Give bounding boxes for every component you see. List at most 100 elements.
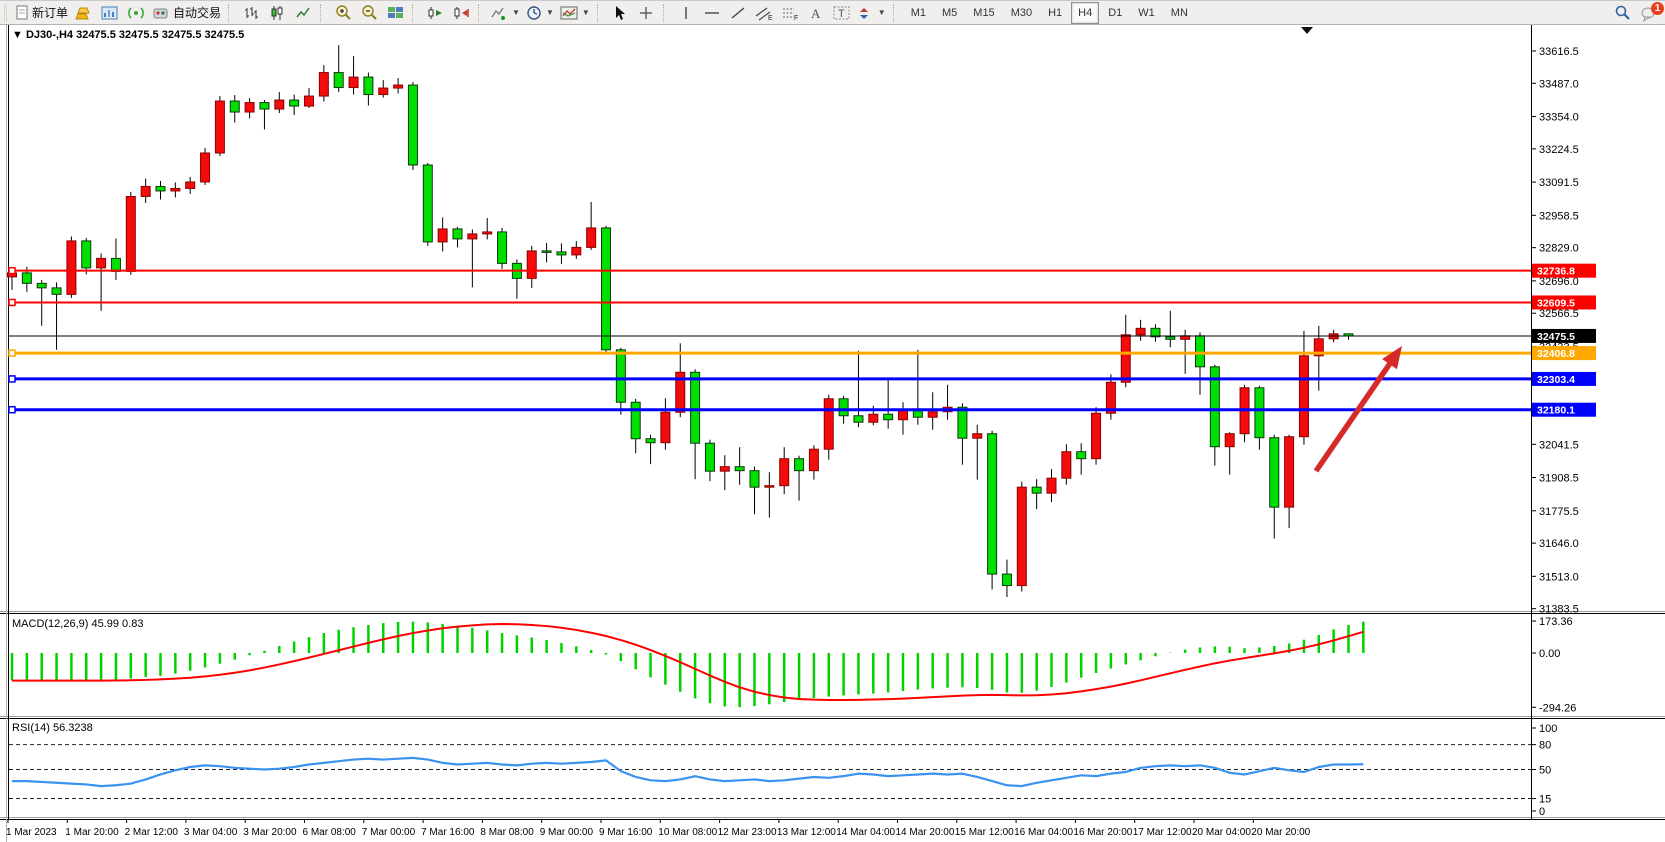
toolbar-grip[interactable] xyxy=(4,3,11,22)
zoom-in-button[interactable] xyxy=(330,2,356,24)
price-tick-label: 32829.0 xyxy=(1539,243,1579,255)
candlestick xyxy=(704,442,715,472)
market-window-icon xyxy=(101,5,119,21)
candlestick xyxy=(1150,327,1161,338)
price-line-label: 32406.8 xyxy=(1537,348,1575,360)
vertical-line-button[interactable] xyxy=(673,2,699,24)
crosshair-button[interactable] xyxy=(633,2,659,24)
trend-arrow-head[interactable] xyxy=(1382,346,1402,370)
chart-shift-marker-icon[interactable] xyxy=(1301,27,1313,34)
document-icon xyxy=(16,5,29,20)
toolbar-separator xyxy=(596,3,604,22)
price-line-label-box xyxy=(1532,402,1596,417)
timeframe-mn[interactable]: MN xyxy=(1170,6,1188,19)
trendline-button[interactable] xyxy=(725,2,751,24)
horizontal-line-button[interactable] xyxy=(699,2,725,24)
macd-pane-label: MACD(12,26,9) 45.99 0.83 xyxy=(12,618,143,630)
robot-icon xyxy=(152,5,170,21)
fibonacci-icon: F xyxy=(781,5,799,21)
candlestick xyxy=(675,371,686,413)
search-button[interactable] xyxy=(1609,2,1635,24)
timeframe-m15[interactable]: M15 xyxy=(973,6,995,19)
price-line-label-box xyxy=(1532,346,1596,361)
text-label-icon: T xyxy=(833,5,851,21)
candlestick xyxy=(304,95,314,107)
candlestick-chart-button[interactable] xyxy=(264,2,290,24)
cursor-button[interactable] xyxy=(607,2,633,24)
auto-scroll-button[interactable] xyxy=(422,2,448,24)
candlestick xyxy=(1298,355,1309,438)
line-anchor-marker[interactable] xyxy=(8,405,16,414)
chart-shift-button[interactable] xyxy=(448,2,474,24)
svg-text:E: E xyxy=(768,15,773,21)
chart-window: 33616.5 33487.0 33354.0 33224.5 33091.5 32958… xyxy=(0,25,1665,842)
candlestick xyxy=(660,411,671,444)
time-axis-label: 12 Mar 23:00 xyxy=(718,827,777,838)
macd-tick-label: 0.00 xyxy=(1539,648,1560,660)
candlestick xyxy=(719,466,730,472)
price-line-label-box xyxy=(1532,263,1596,278)
candlestick xyxy=(690,371,701,444)
signal-button[interactable] xyxy=(123,2,149,24)
text-label-button[interactable]: T xyxy=(829,2,855,24)
line-anchor-marker[interactable] xyxy=(8,298,16,307)
indicators-button[interactable]: ▼ xyxy=(488,2,523,24)
svg-text:F: F xyxy=(794,15,798,21)
auto-scroll-icon xyxy=(427,5,444,21)
candlestick xyxy=(51,287,62,295)
rsi-tick-label: 100 xyxy=(1539,723,1557,735)
timeframe-h4[interactable]: H4 xyxy=(1071,1,1100,24)
template-button[interactable]: ▼ xyxy=(557,2,593,24)
candlestick xyxy=(808,448,819,472)
market-window-button[interactable] xyxy=(97,2,123,24)
price-tick-label: 33354.0 xyxy=(1539,112,1579,124)
timeframe-d1[interactable]: D1 xyxy=(1108,6,1123,19)
time-axis-label: 14 Mar 04:00 xyxy=(836,827,895,838)
search-icon xyxy=(1614,4,1631,21)
candlestick xyxy=(1313,338,1324,357)
candlestick xyxy=(393,84,404,89)
timeframe-m1[interactable]: M1 xyxy=(910,6,926,19)
candlestick xyxy=(1046,477,1057,494)
candlestick xyxy=(1031,486,1042,494)
timeframe-m30[interactable]: M30 xyxy=(1010,6,1033,19)
candlestick xyxy=(437,228,448,243)
line-anchor-marker[interactable] xyxy=(8,375,16,383)
price-tick-label: 31383.5 xyxy=(1539,604,1579,616)
candlestick xyxy=(1120,334,1131,383)
line-chart-button[interactable] xyxy=(290,2,316,24)
auto-trading-button[interactable]: 自动交易 xyxy=(149,2,224,24)
equidistant-channel-button[interactable]: E xyxy=(751,2,777,24)
bar-chart-button[interactable] xyxy=(238,2,264,24)
rsi-line xyxy=(12,756,1364,788)
candlestick xyxy=(1135,327,1146,336)
timeframe-m5[interactable]: M5 xyxy=(942,6,958,19)
time-axis-label: 6 Mar 08:00 xyxy=(303,827,357,838)
notifications-button[interactable]: 1 xyxy=(1635,1,1664,24)
candlestick-chart-icon xyxy=(269,5,285,21)
trend-arrow[interactable] xyxy=(1313,359,1395,473)
timeframe-h1[interactable]: H1 xyxy=(1048,6,1063,19)
periods-button[interactable]: ▼ xyxy=(523,2,557,24)
line-anchor-marker[interactable] xyxy=(8,266,16,275)
price-line-label-box xyxy=(1532,295,1596,310)
time-axis-label: 20 Mar 20:00 xyxy=(1251,827,1310,838)
candlestick xyxy=(972,433,983,439)
timeframe-w1[interactable]: W1 xyxy=(1138,6,1155,19)
candlestick xyxy=(318,72,329,97)
price-tick-label: 32566.5 xyxy=(1539,308,1579,320)
gold-bars-button[interactable] xyxy=(71,2,97,24)
chevron-down-icon: ▼ xyxy=(877,8,886,17)
chart-canvas[interactable]: 33616.5 33487.0 33354.0 33224.5 33091.5 32958… xyxy=(0,25,1665,842)
candlestick xyxy=(764,485,775,488)
zoom-out-button[interactable] xyxy=(356,2,382,24)
horizontal-line-icon xyxy=(703,5,721,21)
new-order-button[interactable]: 新订单 xyxy=(13,2,71,24)
tile-windows-button[interactable] xyxy=(382,2,408,24)
candlestick xyxy=(333,72,344,89)
fibonacci-button[interactable]: F xyxy=(777,2,803,24)
line-anchor-marker[interactable] xyxy=(8,349,16,357)
text-button[interactable]: A xyxy=(803,2,829,24)
arrows-tool-button[interactable]: ▼ xyxy=(855,2,889,24)
macd-signal-line xyxy=(12,623,1364,702)
